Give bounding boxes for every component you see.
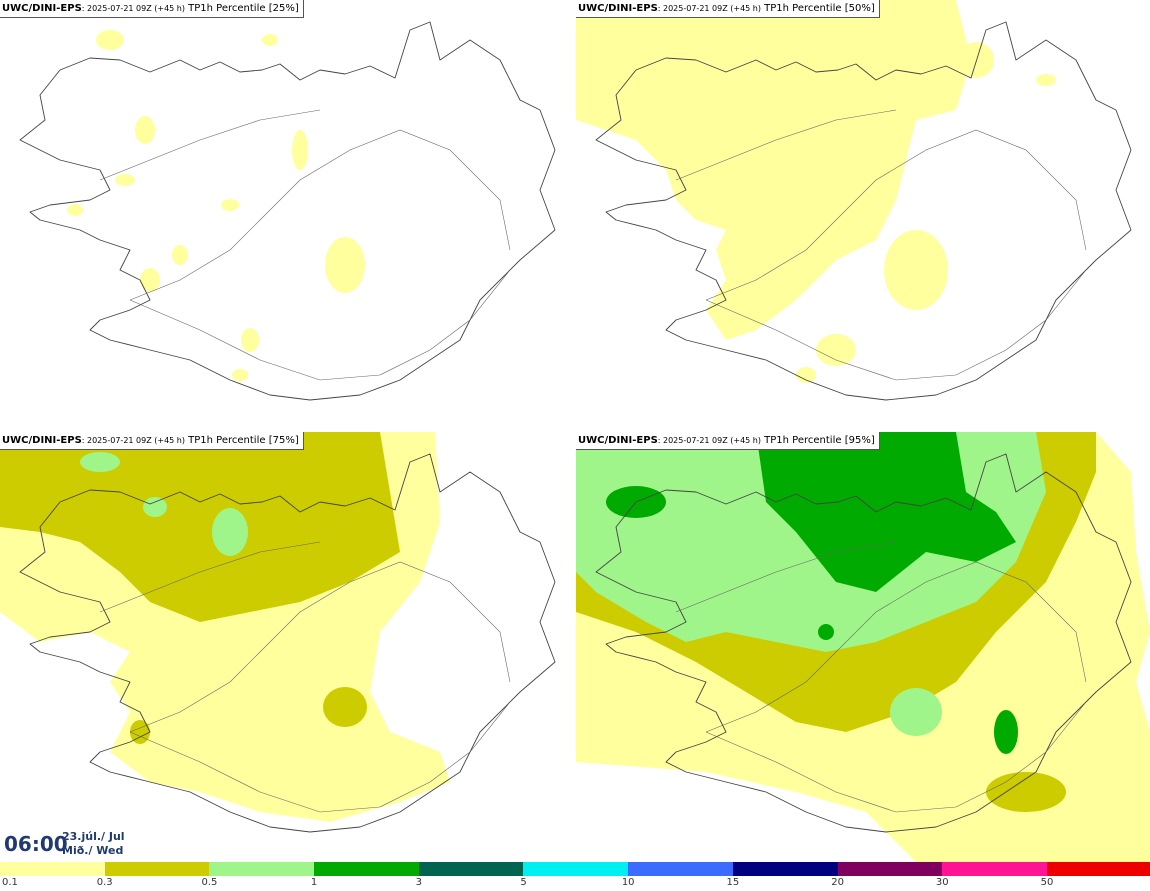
map-panel-p50: UWC/DINI-EPS: 2025-07-21 09Z (+45 h) TP1…	[576, 0, 1150, 430]
parameter-label: TP1h Percentile [50%]	[760, 3, 875, 14]
legend-swatch	[0, 862, 105, 876]
precip-field-p50	[576, 0, 1056, 383]
iceland-coastline-p95	[595, 453, 1132, 833]
map-panel-p75: UWC/DINI-EPS: 2025-07-21 09Z (+45 h) TP1…	[0, 432, 574, 862]
iceland-coastline-p25	[19, 21, 556, 401]
legend-swatch	[1046, 862, 1150, 876]
valid-time-box: 06:00 23.júl./ Jul Mið./ Wed	[0, 826, 128, 862]
legend-label: 3	[415, 877, 422, 888]
map-canvas-p25	[19, 21, 556, 401]
panel-title: UWC/DINI-EPS: 2025-07-21 09Z (+45 h) TP1…	[576, 0, 880, 18]
map-panel-p95: UWC/DINI-EPS: 2025-07-21 09Z (+45 h) TP1…	[576, 432, 1150, 862]
legend-color-bar	[0, 862, 1150, 876]
parameter-label: TP1h Percentile [75%]	[184, 435, 299, 446]
legend-label: 30	[935, 877, 949, 888]
run-info: : 2025-07-21 09Z (+45 h)	[81, 436, 185, 445]
model-name: UWC/DINI-EPS	[578, 435, 658, 446]
legend-label: 0.3	[96, 877, 113, 888]
parameter-label: TP1h Percentile [95%]	[760, 435, 875, 446]
run-info: : 2025-07-21 09Z (+45 h)	[657, 4, 761, 13]
iceland-coastline-p75	[19, 453, 556, 833]
road-network-p50	[675, 109, 1087, 381]
legend-swatch	[837, 862, 943, 876]
model-name: UWC/DINI-EPS	[578, 3, 658, 14]
map-canvas-p95	[576, 432, 1150, 862]
legend-swatch	[523, 862, 629, 876]
precip-field-p25	[67, 30, 365, 381]
valid-date-line1: 23.júl./ Jul	[62, 830, 125, 843]
legend-label: 15	[726, 877, 740, 888]
legend-swatch	[732, 862, 838, 876]
map-canvas-p75	[0, 432, 556, 833]
precip-field-p75	[0, 432, 450, 822]
run-info: : 2025-07-21 09Z (+45 h)	[657, 436, 761, 445]
valid-hour: 06:00	[4, 832, 68, 856]
model-name: UWC/DINI-EPS	[2, 435, 82, 446]
road-network-p75	[99, 541, 511, 813]
panel-title: UWC/DINI-EPS: 2025-07-21 09Z (+45 h) TP1…	[0, 0, 304, 18]
legend-label: 5	[520, 877, 527, 888]
legend-label: 1	[310, 877, 318, 888]
map-panel-p25: UWC/DINI-EPS: 2025-07-21 09Z (+45 h) TP1…	[0, 0, 574, 430]
valid-date: 23.júl./ Jul Mið./ Wed	[62, 830, 125, 858]
legend-labels: 0.1 0.3 0.5 1 3 5 10 15 20 30 50	[0, 877, 1150, 891]
legend-swatch	[314, 862, 419, 876]
legend-swatch	[104, 862, 210, 876]
legend-label: 50	[1040, 877, 1054, 888]
legend-swatch	[418, 862, 524, 876]
run-info: : 2025-07-21 09Z (+45 h)	[81, 4, 185, 13]
precip-field-p95	[576, 432, 1150, 862]
panel-title: UWC/DINI-EPS: 2025-07-21 09Z (+45 h) TP1…	[0, 432, 304, 450]
model-name: UWC/DINI-EPS	[2, 3, 82, 14]
color-legend: 0.1 0.3 0.5 1 3 5 10 15 20 30 50	[0, 862, 1150, 891]
valid-date-line2: Mið./ Wed	[62, 844, 124, 857]
map-canvas-p50	[576, 0, 1132, 401]
legend-swatch	[628, 862, 733, 876]
legend-label: 0.1	[2, 877, 18, 888]
road-network-p95	[675, 541, 1087, 813]
iceland-coastline-p50	[595, 21, 1132, 401]
parameter-label: TP1h Percentile [25%]	[184, 3, 299, 14]
legend-label: 0.5	[201, 877, 218, 888]
legend-label: 10	[621, 877, 635, 888]
legend-label: 20	[831, 877, 844, 888]
panel-title: UWC/DINI-EPS: 2025-07-21 09Z (+45 h) TP1…	[576, 432, 880, 450]
road-network-p25	[99, 109, 511, 381]
legend-swatch	[209, 862, 315, 876]
legend-swatch	[942, 862, 1047, 876]
